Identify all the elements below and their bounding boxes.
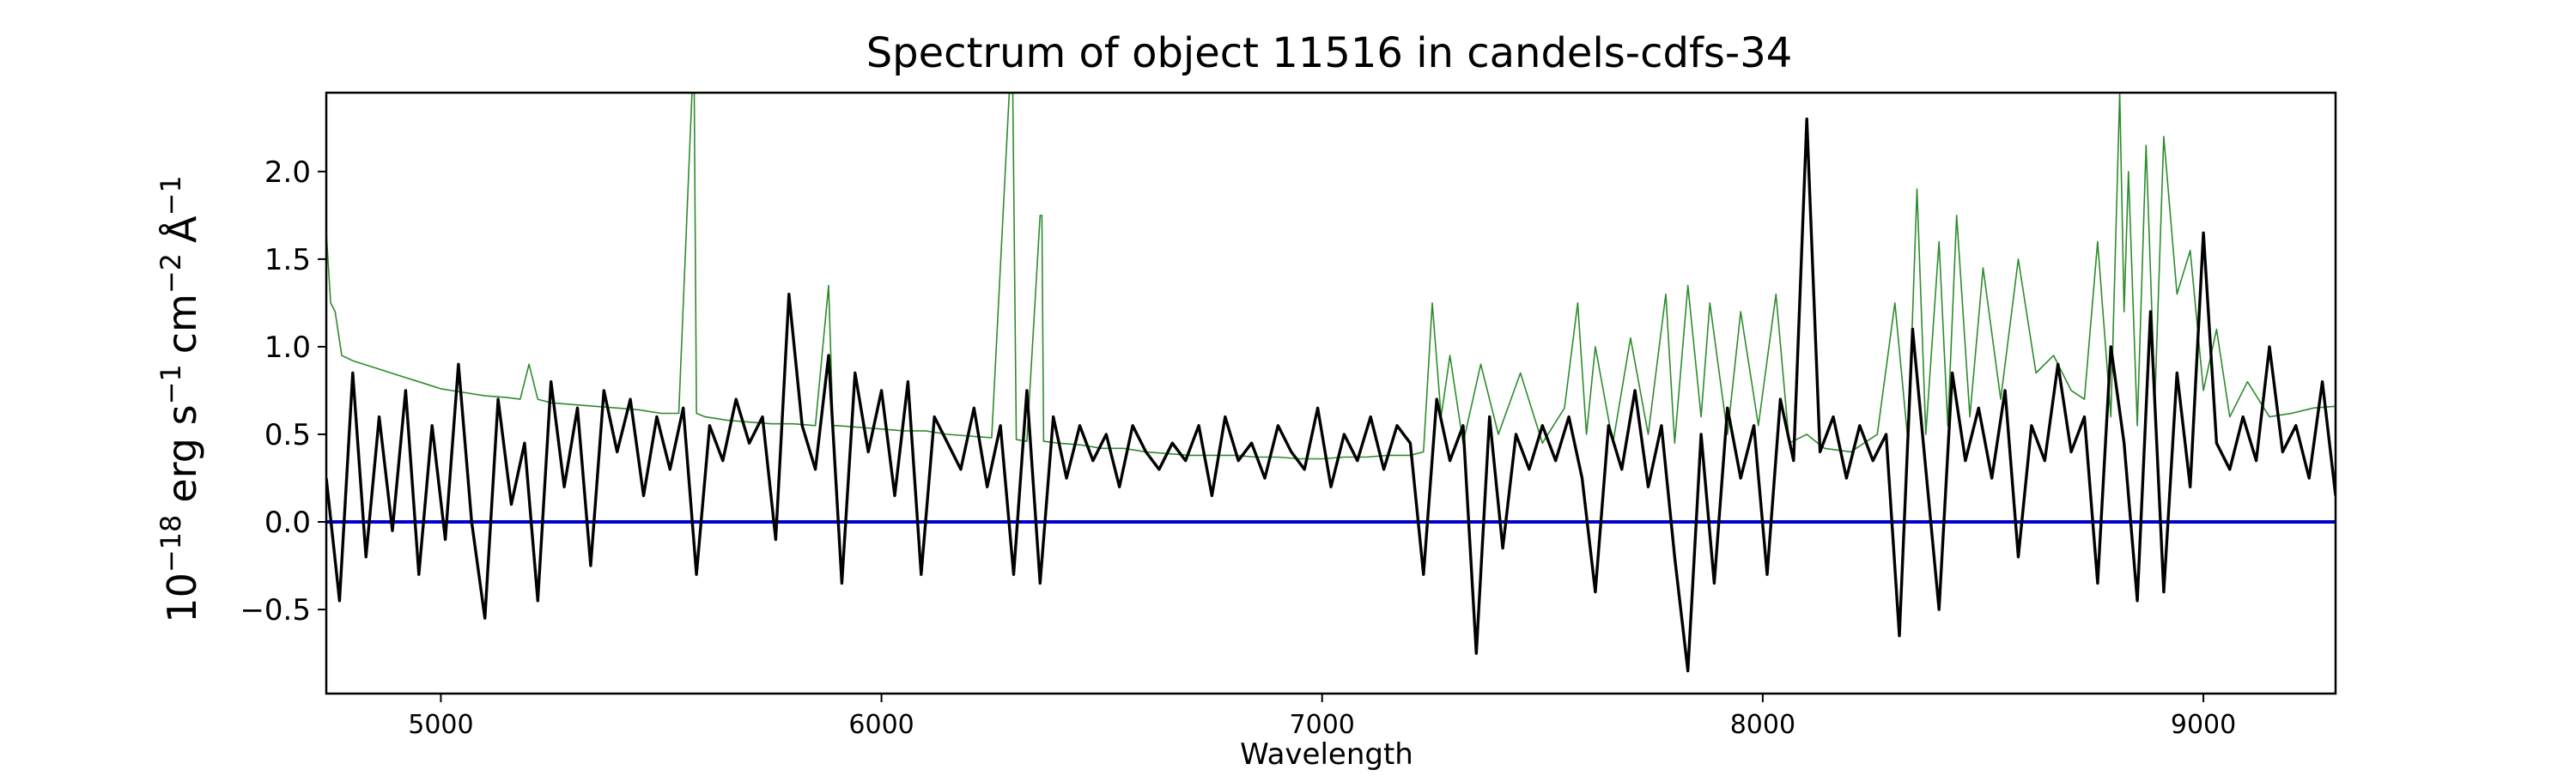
x-tick-label: 6000 (848, 710, 914, 740)
svg-text:10−18erg s−1cm−2Å−1: 10−18erg s−1cm−2Å−1 (155, 175, 205, 622)
x-tick-label: 7000 (1290, 710, 1355, 740)
y-label-cm: cm (159, 294, 205, 354)
plot-area: 5000 6000 7000 8000 9000 −0.5 0.0 0.5 1.0 1.5 2.0 (240, 91, 2337, 740)
x-axis-label: Wavelength (1240, 737, 1413, 772)
x-tick-label: 8000 (1730, 710, 1795, 740)
chart-title: Spectrum of object 11516 in candels-cdfs… (866, 29, 1793, 77)
y-label-units: erg s (159, 404, 205, 502)
y-tick-label: 1.5 (264, 243, 311, 277)
y-label-s-exponent: −1 (155, 364, 187, 404)
x-tick-label: 9000 (2171, 710, 2236, 740)
y-tick-label: 0.0 (264, 506, 311, 540)
y-tick-label: 0.5 (264, 418, 311, 452)
x-tick-label: 5000 (408, 710, 473, 740)
y-label-angstrom-exponent: −1 (155, 175, 187, 215)
plot-frame (325, 91, 2337, 695)
y-label-cm-exponent: −2 (155, 253, 187, 294)
y-tick-label: 2.0 (264, 155, 311, 190)
y-axis-label: 10−18erg s−1cm−2Å−1 (155, 175, 205, 622)
y-label-exponent: −18 (155, 515, 187, 573)
y-tick-label: 1.0 (264, 330, 311, 365)
y-label-angstrom: Å (159, 215, 205, 243)
series-group (326, 93, 2336, 673)
y-tick-label: −0.5 (240, 593, 311, 627)
y-label-base: 10 (159, 573, 205, 623)
flux-series-line (326, 117, 2336, 673)
